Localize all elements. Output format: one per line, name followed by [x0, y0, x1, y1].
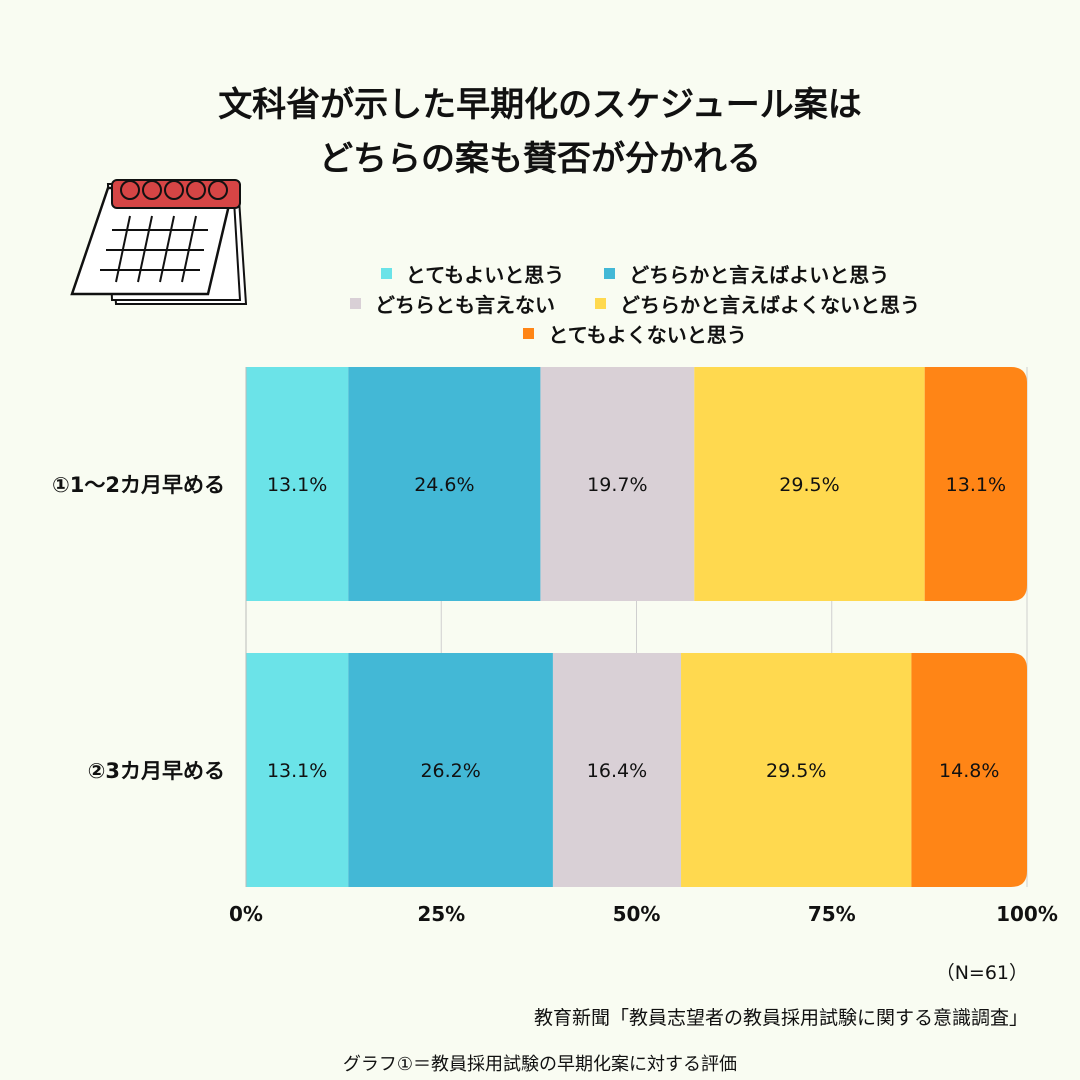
legend-label: どちらとも言えない: [375, 292, 555, 317]
x-tick-label: 100%: [996, 902, 1058, 926]
legend-item: どちらとも言えない: [350, 289, 555, 318]
legend-row: どちらとも言えない どちらかと言えばよくないと思う: [240, 288, 1030, 318]
bar-segment: [911, 653, 1027, 887]
legend-item: とてもよいと思う: [380, 259, 565, 288]
bar-segment: [246, 653, 349, 887]
bar-segment: [681, 653, 912, 887]
legend-item: とてもよくないと思う: [523, 319, 747, 348]
x-tick-label: 25%: [417, 902, 465, 926]
legend-label: どちらかと言えばよいと思う: [629, 262, 890, 287]
data-label: 29.5%: [779, 474, 839, 496]
x-tick-label: 75%: [808, 902, 856, 926]
category-label: ②3カ月早める: [88, 759, 225, 783]
bar-segment: [348, 367, 541, 601]
data-label: 19.7%: [587, 474, 647, 496]
source-note: 教育新聞「教員志望者の教員採用試験に関する意識調査」: [533, 1007, 1028, 1029]
legend: とてもよいと思う どちらかと言えばよいと思うどちらとも言えない どちらかと言えばよく…: [240, 258, 1030, 348]
legend-row: とてもよいと思う どちらかと言えばよいと思う: [240, 258, 1030, 288]
data-label: 24.6%: [414, 474, 474, 496]
legend-item: どちらかと言えばよいと思う: [604, 259, 889, 288]
calendar-icon: [70, 179, 248, 305]
data-label: 26.2%: [420, 760, 480, 782]
data-label: 13.1%: [267, 760, 327, 782]
x-tick-label: 0%: [229, 902, 263, 926]
legend-row: とてもよくないと思う: [240, 318, 1030, 348]
bar-segment: [924, 367, 1027, 601]
bar-segment: [540, 367, 695, 601]
bar-segment: [552, 653, 682, 887]
data-label: 29.5%: [766, 760, 826, 782]
category-label: ①1〜2カ月早める: [52, 473, 225, 497]
legend-label: どちらかと言えばよくないと思う: [620, 292, 920, 317]
legend-label: とてもよいと思う: [405, 262, 565, 287]
legend-swatch: [523, 327, 535, 339]
legend-swatch: [380, 267, 392, 279]
data-label: 13.1%: [946, 474, 1006, 496]
legend-swatch: [595, 297, 606, 309]
data-label: 14.8%: [939, 760, 999, 782]
bar-segment: [348, 653, 553, 887]
graph-caption: グラフ①＝教員採用試験の早期化案に対する評価: [342, 1054, 738, 1075]
chart-title: 文科省が示した早期化のスケジュール案は どちらの案も賛否が分かれる: [0, 78, 1080, 186]
x-tick-label: 50%: [613, 902, 661, 926]
data-label: 13.1%: [267, 474, 327, 496]
legend-item: どちらかと言えばよくないと思う: [595, 289, 920, 318]
legend-swatch: [350, 297, 361, 309]
bar-segment: [694, 367, 925, 601]
legend-swatch: [604, 267, 616, 279]
legend-label: とてもよくないと思う: [548, 322, 747, 347]
sample-size-note: （N=61）: [935, 962, 1028, 984]
bar-segment: [246, 367, 349, 601]
data-label: 16.4%: [587, 760, 647, 782]
title-line-2: どちらの案も賛否が分かれる: [319, 139, 761, 179]
title-line-1: 文科省が示した早期化のスケジュール案は: [218, 85, 862, 125]
